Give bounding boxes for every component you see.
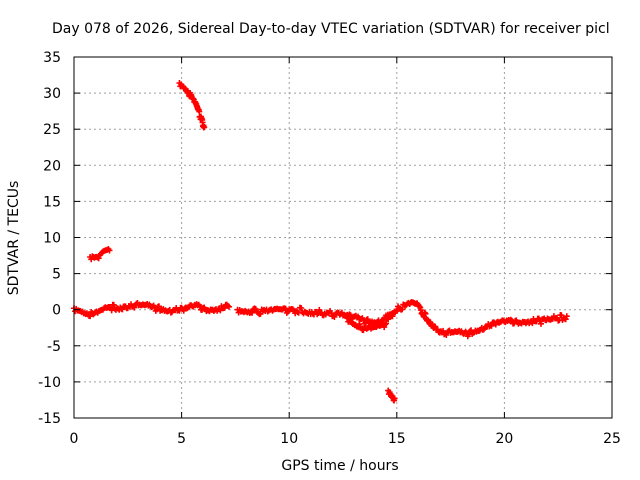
data-point <box>156 303 163 310</box>
data-point <box>488 322 495 329</box>
data-series <box>71 79 570 404</box>
y-tick-label: 5 <box>52 267 61 283</box>
y-tick-label: -5 <box>47 339 61 355</box>
series-segment <box>383 299 570 340</box>
y-tick-label: 35 <box>43 50 61 66</box>
y-tick-label: 0 <box>52 303 61 319</box>
data-point <box>558 312 565 319</box>
series-segment <box>71 300 232 320</box>
ticks: 0 5 10 15 20 25 -15 -10 -5 0 5 10 15 20 25 30 35 <box>38 50 621 447</box>
data-point <box>382 321 389 328</box>
data-point <box>221 304 228 311</box>
x-tick-label: 10 <box>280 431 298 447</box>
series-segment <box>87 246 113 263</box>
data-point <box>110 301 117 308</box>
data-point <box>249 309 256 316</box>
y-tick-label: -10 <box>38 375 61 391</box>
data-point <box>106 303 113 310</box>
y-axis-label: SDTVAR / TECUs <box>6 181 22 296</box>
y-tick-label: 15 <box>43 194 61 210</box>
data-point <box>201 124 208 131</box>
y-tick-label: 20 <box>43 158 61 174</box>
x-tick-label: 25 <box>603 431 621 447</box>
data-point <box>364 316 371 323</box>
data-point <box>314 311 321 318</box>
data-point <box>298 304 305 311</box>
y-tick-label: 30 <box>43 86 61 102</box>
data-point <box>196 303 203 310</box>
x-tick-label: 20 <box>495 431 513 447</box>
grid <box>74 57 612 418</box>
y-tick-label: -15 <box>38 411 61 427</box>
x-tick-label: 15 <box>388 431 406 447</box>
data-point <box>356 321 363 328</box>
series-segment <box>385 387 398 404</box>
y-tick-label: 25 <box>43 122 61 138</box>
data-point <box>95 255 102 262</box>
data-point <box>224 302 231 309</box>
series-segment <box>176 79 208 131</box>
data-point <box>399 306 406 313</box>
y-tick-label: 10 <box>43 231 61 247</box>
x-tick-label: 0 <box>70 431 79 447</box>
data-point <box>537 320 544 327</box>
data-point <box>383 320 390 327</box>
data-point <box>562 316 569 323</box>
data-point <box>225 303 232 310</box>
data-point <box>196 108 203 115</box>
data-point <box>106 247 113 254</box>
series-segment <box>344 315 390 334</box>
x-axis-label: GPS time / hours <box>281 458 398 474</box>
chart-title: Day 078 of 2026, Sidereal Day-to-day VTE… <box>52 21 610 37</box>
data-point <box>507 316 514 323</box>
data-point <box>257 310 264 317</box>
data-point <box>563 313 570 320</box>
x-tick-label: 5 <box>177 431 186 447</box>
data-point <box>391 395 398 402</box>
